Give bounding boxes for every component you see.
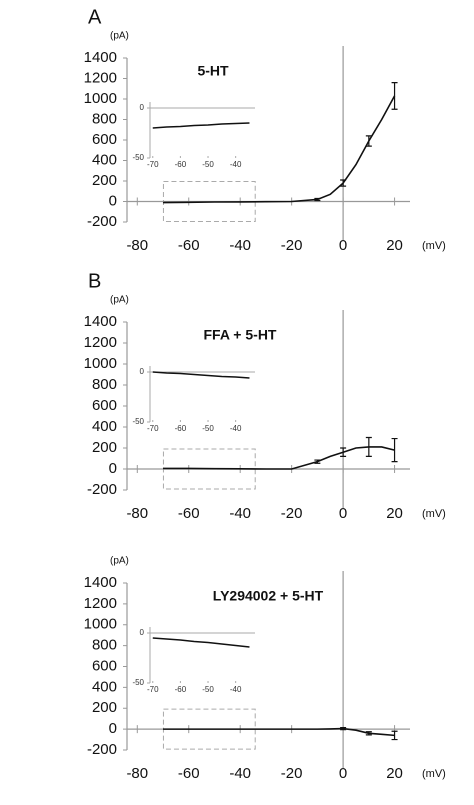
y-tick-label: 0 (109, 720, 117, 737)
inset-line (152, 122, 250, 129)
error-bar (391, 730, 398, 741)
inset-x-tick-label: -60 (175, 160, 187, 169)
y-tick-label: 1200 (84, 334, 117, 351)
y-unit: (pA) (110, 295, 129, 306)
inset-y-tick-label: 0 (140, 103, 145, 112)
inset-x-tick-label: -60 (175, 685, 187, 694)
chart-title: LY294002 + 5-HT (213, 588, 324, 604)
y-tick-label: 1400 (84, 313, 117, 330)
y-tick-label: 1200 (84, 595, 117, 612)
inset-x-tick-label: -50 (202, 424, 214, 433)
x-tick-label: -40 (229, 765, 251, 782)
y-tick-label: 1000 (84, 355, 117, 372)
y-tick-label: -200 (87, 741, 117, 758)
y-tick-label: -200 (87, 481, 117, 498)
error-bar (391, 82, 398, 110)
x-tick-label: -60 (178, 505, 200, 522)
inset-x-tick-label: -50 (202, 685, 214, 694)
y-tick-label: 1400 (84, 49, 117, 66)
x-unit: (mV) (422, 768, 446, 780)
x-tick-label: 0 (339, 765, 347, 782)
inset-x-tick-label: -40 (230, 160, 242, 169)
inset-x-tick-label: -40 (230, 685, 242, 694)
error-bar (391, 437, 398, 463)
y-tick-label: 600 (92, 131, 117, 148)
x-tick-label: -60 (178, 237, 200, 254)
y-tick-label: 0 (109, 192, 117, 209)
inset-line (152, 371, 250, 379)
y-tick-label: 800 (92, 376, 117, 393)
x-tick-label: 20 (386, 505, 403, 522)
y-tick-label: 1200 (84, 69, 117, 86)
x-tick-label: -80 (126, 237, 148, 254)
error-bar (314, 197, 321, 202)
error-bar (340, 447, 347, 457)
inset-y-tick-label: -50 (132, 678, 144, 687)
inset-y-tick-label: 0 (140, 628, 145, 637)
x-tick-label: -80 (126, 505, 148, 522)
y-tick-label: 400 (92, 151, 117, 168)
inset-y-tick-label: 0 (140, 367, 145, 376)
x-tick-label: -20 (281, 765, 303, 782)
y-tick-label: 200 (92, 172, 117, 189)
inset-x-tick-label: -40 (230, 424, 242, 433)
x-tick-label: -60 (178, 765, 200, 782)
inset-x-tick-label: -50 (202, 160, 214, 169)
x-tick-label: -80 (126, 765, 148, 782)
x-tick-label: -40 (229, 505, 251, 522)
inset-x-tick-label: -70 (147, 424, 159, 433)
y-tick-label: 200 (92, 699, 117, 716)
inset-line (152, 637, 250, 648)
y-tick-label: 600 (92, 397, 117, 414)
chart-title: 5-HT (197, 63, 229, 79)
y-unit: (pA) (110, 31, 129, 42)
y-tick-label: 800 (92, 110, 117, 127)
y-tick-label: 1400 (84, 574, 117, 591)
x-tick-label: -20 (281, 505, 303, 522)
x-tick-label: 20 (386, 237, 403, 254)
y-tick-label: 800 (92, 637, 117, 654)
x-unit: (mV) (422, 240, 446, 252)
x-tick-label: -20 (281, 237, 303, 254)
error-bar (340, 179, 347, 187)
inset-y-tick-label: -50 (132, 417, 144, 426)
y-tick-label: -200 (87, 213, 117, 230)
y-tick-label: 400 (92, 418, 117, 435)
y-unit: (pA) (110, 556, 129, 567)
error-bar (365, 731, 372, 736)
panel-label: A (88, 6, 102, 28)
y-tick-label: 600 (92, 657, 117, 674)
y-tick-label: 0 (109, 460, 117, 477)
inset-x-tick-label: -70 (147, 160, 159, 169)
x-tick-label: -40 (229, 237, 251, 254)
x-unit: (mV) (422, 508, 446, 520)
error-bar (340, 726, 347, 731)
inset-y-tick-label: -50 (132, 153, 144, 162)
y-tick-label: 200 (92, 439, 117, 456)
y-tick-label: 1000 (84, 90, 117, 107)
x-tick-label: 0 (339, 505, 347, 522)
iv-curve (163, 446, 395, 470)
x-tick-label: 0 (339, 237, 347, 254)
error-bar (314, 459, 321, 464)
inset-x-tick-label: -70 (147, 685, 159, 694)
y-tick-label: 400 (92, 678, 117, 695)
error-bar (365, 436, 372, 457)
error-bar (365, 135, 372, 147)
zoom-box (162, 181, 256, 222)
x-tick-label: 20 (386, 765, 403, 782)
panel-label: B (88, 270, 101, 292)
inset-x-tick-label: -60 (175, 424, 187, 433)
y-tick-label: 1000 (84, 616, 117, 633)
iv-curve (163, 95, 396, 204)
chart-title: FFA + 5-HT (204, 327, 277, 343)
